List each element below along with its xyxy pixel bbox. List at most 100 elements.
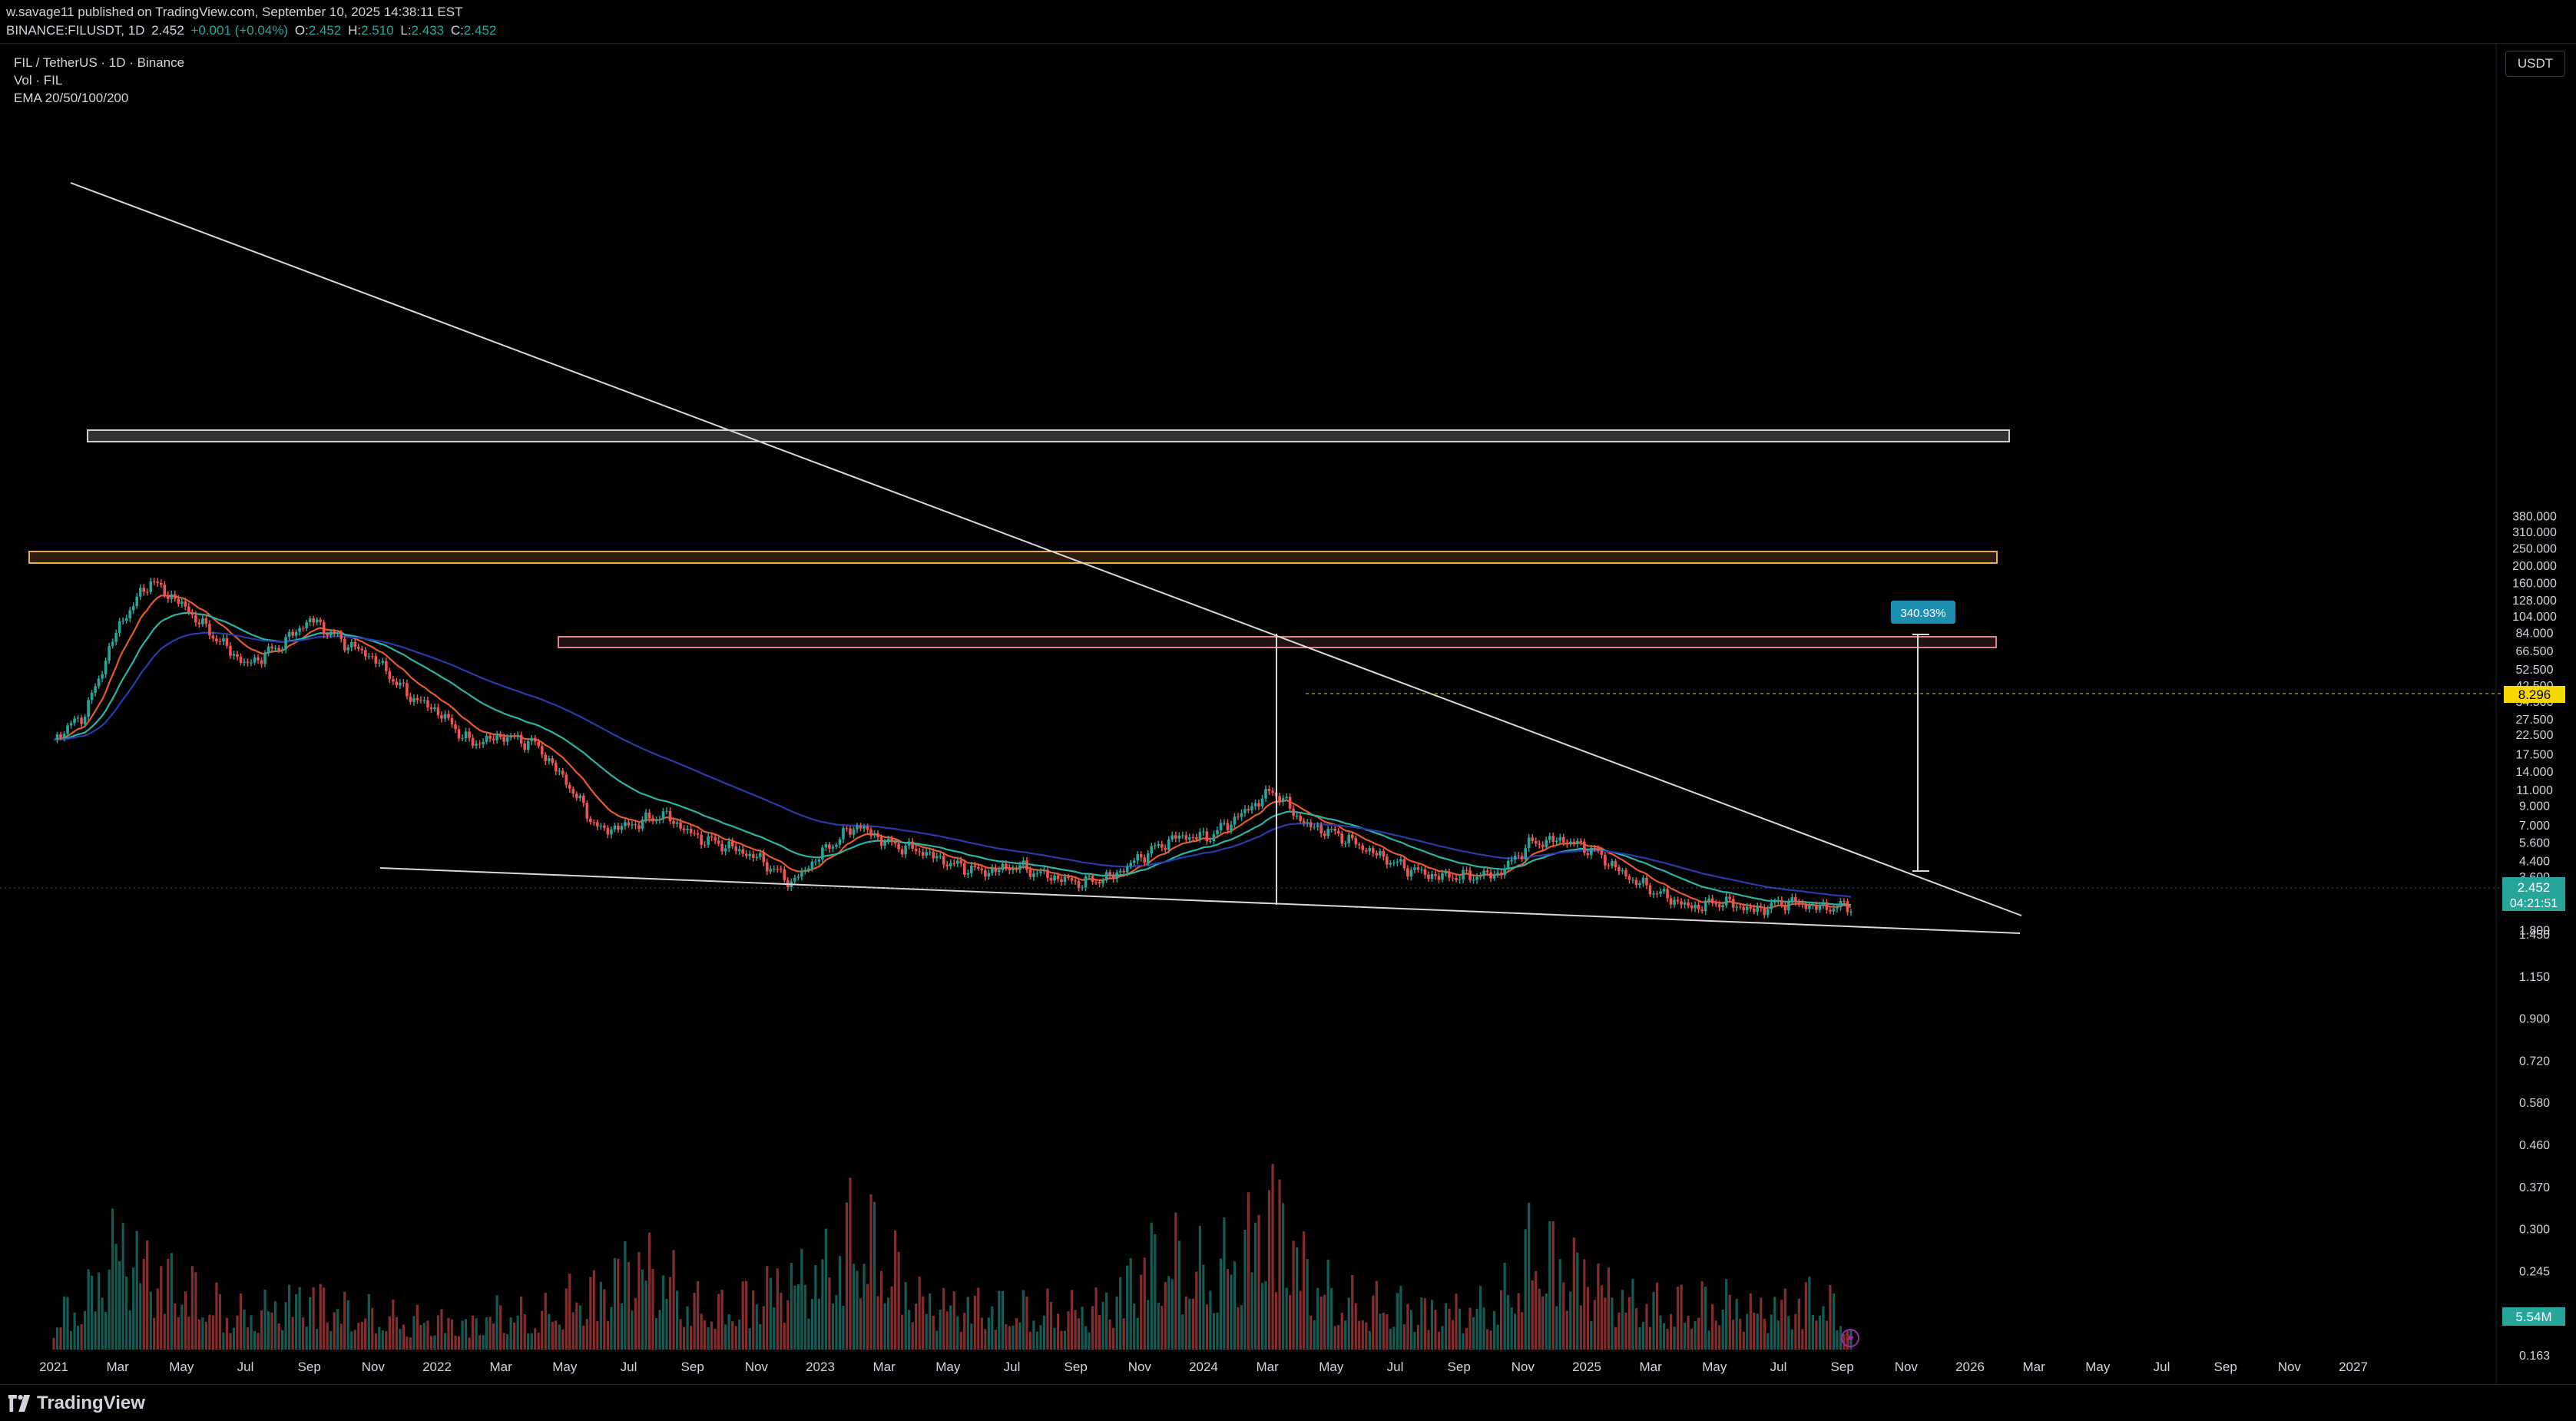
volume-bar	[1739, 1318, 1742, 1350]
candle-body	[1780, 899, 1783, 905]
volume-bar	[668, 1277, 672, 1350]
measure-label[interactable]: 340.93%	[1891, 601, 1955, 624]
candle-body	[163, 585, 167, 595]
open-label: O:	[294, 23, 309, 38]
candle-body	[1690, 906, 1694, 909]
candle-body	[1115, 872, 1118, 879]
candle-body	[1001, 863, 1005, 870]
volume-bar	[523, 1313, 526, 1350]
volume-bar	[1783, 1288, 1786, 1350]
trendlines[interactable]	[0, 182, 2502, 934]
candle-body	[218, 641, 222, 643]
candle-body	[1368, 848, 1372, 852]
lightning-icon[interactable]	[1841, 1329, 1859, 1347]
price-tick-label: 14.000	[2516, 766, 2554, 779]
candle-body	[464, 731, 468, 739]
candle-body	[1264, 789, 1267, 799]
zone-42500[interactable]	[87, 429, 2010, 442]
candle-body	[1157, 843, 1161, 846]
volume-bar	[672, 1250, 675, 1350]
upper-trendline[interactable]	[70, 182, 2022, 916]
candle-body	[1513, 855, 1517, 860]
volume-bar	[478, 1335, 482, 1350]
candle-body	[1195, 837, 1198, 840]
candle-body	[838, 839, 842, 845]
volume-bar	[1680, 1284, 1683, 1350]
tradingview-brand[interactable]: TradingView	[8, 1393, 145, 1414]
volume-bar	[146, 1240, 149, 1350]
volume-bar	[1562, 1282, 1565, 1350]
volume-bar	[1485, 1329, 1489, 1350]
volume-bar	[353, 1330, 356, 1350]
legend-pair[interactable]: FIL / TetherUS · 1D · Binance	[14, 55, 185, 70]
volume-bar	[1662, 1323, 1666, 1350]
candle-body	[969, 865, 973, 874]
last-price: 2.452	[151, 23, 184, 38]
volume-bar	[187, 1317, 190, 1350]
volume-bar	[949, 1305, 952, 1350]
candle-body	[1475, 876, 1478, 880]
candle-body	[883, 842, 886, 846]
volume-bar	[1081, 1307, 1084, 1350]
candle-body	[333, 631, 336, 634]
legend-volume[interactable]: Vol · FIL	[14, 73, 63, 88]
volume-bar	[232, 1327, 236, 1350]
volume-bar	[1627, 1297, 1631, 1350]
legend-ema[interactable]: EMA 20/50/100/200	[14, 91, 129, 105]
volume-bar	[707, 1327, 710, 1350]
currency-button[interactable]: USDT	[2505, 51, 2565, 77]
volume-bar	[488, 1317, 492, 1350]
candle-body	[1060, 879, 1063, 883]
time-tick-label: May	[1702, 1360, 1727, 1374]
candle-body	[1648, 885, 1652, 895]
candle-body	[498, 734, 502, 737]
volume-bar	[1074, 1310, 1077, 1350]
volume-bar	[1361, 1320, 1364, 1350]
volume-bar	[866, 1284, 869, 1350]
time-tick-label: 2021	[39, 1360, 68, 1374]
volume-bar	[406, 1337, 409, 1350]
volume-bar	[1281, 1203, 1285, 1350]
candle-body	[222, 638, 225, 642]
volume-bar	[1316, 1287, 1319, 1350]
volume-bar	[689, 1326, 693, 1350]
candle-body	[1565, 842, 1569, 844]
volume-bar	[153, 1317, 156, 1350]
candle-body	[758, 853, 762, 857]
time-tick-label: Jul	[1770, 1360, 1787, 1374]
volume-bar	[679, 1319, 682, 1350]
candle-body	[696, 833, 700, 835]
candle-body	[346, 647, 350, 651]
candle-body	[1008, 867, 1012, 871]
volume-bar	[1070, 1290, 1074, 1350]
volume-bar	[1458, 1308, 1462, 1350]
volume-bar	[80, 1323, 83, 1350]
volume-bar	[1077, 1318, 1081, 1350]
candle-body	[1136, 854, 1140, 861]
candle-body	[737, 849, 741, 851]
lower-trendline[interactable]	[379, 867, 2021, 934]
candle-body	[114, 632, 118, 642]
candle-body	[994, 867, 998, 873]
candle-body	[131, 605, 135, 611]
chart-legend[interactable]: FIL / TetherUS · 1D · Binance Vol · FIL …	[14, 54, 184, 107]
candle-body	[360, 648, 364, 651]
volume-bar	[246, 1327, 250, 1350]
volume-bar	[371, 1307, 374, 1350]
candle-body	[1721, 905, 1724, 908]
candle-body	[492, 738, 495, 740]
volume-bar	[752, 1290, 755, 1350]
volume-bar	[1721, 1310, 1724, 1350]
volume-bar	[1333, 1326, 1336, 1350]
time-axis[interactable]: 2021 Mar May Jul Sep Nov 2022 Mar May Jul Sep Nov 20…	[39, 1360, 2368, 1374]
volume-bar	[1475, 1308, 1478, 1350]
volume-bar	[87, 1269, 90, 1350]
volume-bar	[270, 1312, 273, 1350]
candle-body	[565, 774, 568, 785]
volume-bar	[1725, 1279, 1728, 1350]
candle-body	[440, 715, 443, 719]
volume-bar	[849, 1178, 852, 1350]
zone-20000[interactable]	[28, 551, 1998, 564]
time-tick-label: 2027	[2339, 1360, 2368, 1374]
